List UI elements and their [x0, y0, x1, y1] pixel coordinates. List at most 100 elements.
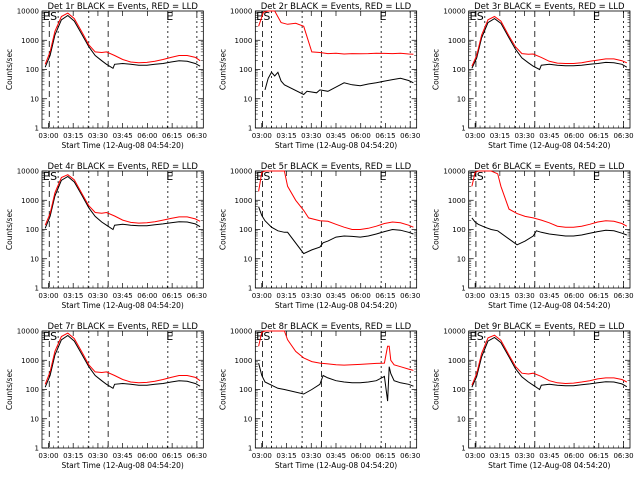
y-tick-label: 10000 [443, 8, 465, 16]
x-tick-label: 03:00 [252, 132, 272, 140]
event-marker-label: S [477, 10, 484, 23]
x-tick-label: 06:30 [400, 132, 420, 140]
series-line-red [44, 12, 201, 65]
event-marker-label: E [43, 10, 50, 23]
event-marker-label: E [380, 170, 387, 183]
y-axis-label: Counts/sec [432, 49, 441, 90]
y-tick-label: 1000 [21, 37, 39, 45]
y-axis-label: Counts/sec [5, 369, 14, 410]
chart-panel-6: Det 6r BLACK = Events, RED = LLD 1 10 100 10… [432, 162, 634, 310]
x-tick-label: 06:30 [613, 292, 633, 300]
x-tick-label: 03:45 [113, 132, 133, 140]
x-tick-label: 03:45 [326, 452, 346, 460]
x-tick-label: 03:45 [113, 292, 133, 300]
event-marker-label: E [469, 170, 476, 183]
y-tick-label: 10000 [17, 328, 39, 336]
x-tick-label: 03:15 [276, 132, 296, 140]
chart-panel-5: Det 5r BLACK = Events, RED = LLD 1 10 100 10… [218, 162, 420, 310]
x-tick-label: 03:15 [63, 452, 83, 460]
y-tick-label: 10 [457, 255, 466, 263]
chart-panel-2: Det 2r BLACK = Events, RED = LLD 1 10 100 10… [218, 2, 420, 150]
x-tick-label: 03:30 [514, 132, 534, 140]
y-tick-label: 10000 [443, 168, 465, 176]
x-axis-label: Start Time (12-Aug-08 04:54:20) [61, 301, 183, 310]
event-marker-label: E [256, 330, 263, 343]
series-line-red [258, 10, 414, 55]
series-line-black [471, 336, 628, 391]
plot-frame [41, 330, 204, 449]
chart-panel-1: Det 1r BLACK = Events, RED = LLD 1 10 100 10… [5, 2, 207, 150]
y-tick-label: 10 [243, 415, 252, 423]
event-marker-label: S [263, 330, 270, 343]
event-marker-label: S [477, 170, 484, 183]
chart-title: Det 6r BLACK = Events, RED = LLD [474, 162, 625, 172]
y-axis-label: Counts/sec [218, 209, 227, 250]
x-tick-label: 06:30 [613, 132, 633, 140]
series-line-red [44, 332, 201, 385]
y-tick-label: 100 [26, 66, 39, 74]
series-line-red [471, 15, 627, 67]
series-line-black [44, 14, 201, 70]
x-tick-label: 03:15 [490, 132, 510, 140]
series-line-black [258, 206, 414, 255]
y-tick-label: 1000 [21, 357, 39, 365]
y-axis-label: Counts/sec [218, 369, 227, 410]
y-axis-label: Counts/sec [432, 209, 441, 250]
x-tick-label: 06:15 [375, 292, 395, 300]
x-tick-label: 03:00 [465, 132, 485, 140]
chart-panel-3: Det 3r BLACK = Events, RED = LLD 1 10 100 10… [432, 2, 634, 150]
y-tick-label: 10000 [443, 328, 465, 336]
x-tick-label: 06:00 [137, 452, 157, 460]
y-tick-label: 1 [35, 125, 39, 133]
plot-frame [41, 170, 204, 289]
event-marker-label: E [166, 330, 173, 343]
y-axis-label: Counts/sec [5, 49, 14, 90]
x-tick-label: 03:30 [301, 452, 321, 460]
y-tick-label: 10000 [17, 8, 39, 16]
chart-title: Det 2r BLACK = Events, RED = LLD [261, 2, 412, 12]
y-tick-label: 100 [452, 66, 465, 74]
event-marker-label: E [166, 170, 173, 183]
y-tick-label: 10000 [230, 8, 252, 16]
x-tick-label: 03:30 [88, 292, 108, 300]
x-tick-label: 06:30 [400, 292, 420, 300]
y-tick-label: 1 [461, 445, 465, 453]
x-axis-label: Start Time (12-Aug-08 04:54:20) [488, 301, 610, 310]
y-tick-label: 10 [243, 255, 252, 263]
series-line-red [258, 170, 414, 230]
x-tick-label: 06:15 [589, 292, 609, 300]
y-tick-label: 100 [26, 226, 39, 234]
series-line-black [264, 71, 414, 96]
x-tick-label: 03:15 [276, 292, 296, 300]
x-tick-label: 03:00 [465, 452, 485, 460]
y-tick-label: 10 [457, 415, 466, 423]
series-line-black [471, 217, 627, 246]
plot-frame [468, 10, 631, 129]
event-marker-label: S [263, 10, 270, 23]
event-marker-label: S [50, 10, 57, 23]
y-tick-label: 1000 [448, 37, 466, 45]
x-tick-label: 06:00 [351, 292, 371, 300]
y-tick-label: 10000 [17, 168, 39, 176]
x-tick-label: 06:30 [187, 132, 207, 140]
x-axis-label: Start Time (12-Aug-08 04:54:20) [275, 461, 397, 470]
x-tick-label: 03:15 [490, 292, 510, 300]
event-marker-label: E [380, 330, 387, 343]
x-axis-label: Start Time (12-Aug-08 04:54:20) [61, 141, 183, 150]
chart-panel-4: Det 4r BLACK = Events, RED = LLD 1 10 100 10… [5, 162, 207, 310]
x-tick-label: 03:00 [252, 452, 272, 460]
y-tick-label: 1000 [448, 197, 466, 205]
x-tick-label: 03:00 [252, 292, 272, 300]
x-tick-label: 03:45 [539, 292, 559, 300]
y-tick-label: 10000 [230, 168, 252, 176]
x-tick-label: 06:15 [375, 452, 395, 460]
y-tick-label: 1 [248, 125, 252, 133]
y-axis-label: Counts/sec [218, 49, 227, 90]
x-tick-label: 03:30 [514, 292, 534, 300]
y-tick-label: 1 [35, 445, 39, 453]
x-tick-label: 06:00 [564, 452, 584, 460]
x-tick-label: 06:30 [613, 452, 633, 460]
x-tick-label: 06:00 [137, 132, 157, 140]
x-axis-label: Start Time (12-Aug-08 04:54:20) [275, 141, 397, 150]
